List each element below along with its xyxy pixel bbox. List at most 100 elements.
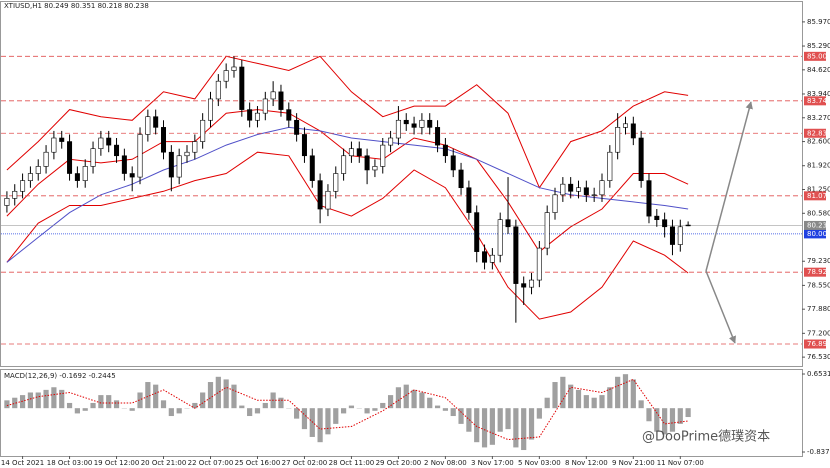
level-label-box (804, 229, 826, 239)
macd-bar (481, 408, 488, 448)
macd-bar (591, 397, 597, 409)
candle-body (200, 119, 206, 142)
candle-body (615, 127, 621, 153)
candle-body (223, 70, 229, 82)
macd-bar (442, 408, 448, 411)
macd-bar (90, 402, 96, 409)
candle-body (372, 166, 378, 171)
macd-bar (607, 387, 613, 409)
macd-bar (458, 408, 464, 424)
candle-body (317, 180, 323, 210)
candle-body (599, 180, 605, 196)
candle-body (646, 180, 652, 217)
chart-title: XTIUSD,H1 80.249 80.351 80.218 80.238 (4, 2, 149, 10)
candle-body (20, 180, 26, 192)
main-panel (0, 1, 803, 367)
y-tick-label: 81.250 (807, 186, 830, 194)
candle-body (638, 137, 644, 181)
macd-bar (66, 402, 73, 409)
x-tick-label: 3 Nov 17:00 (471, 459, 514, 467)
x-tick-label: 22 Oct 07:00 (188, 459, 234, 467)
macd-bar (387, 395, 394, 409)
y-tick-label: 76.530 (807, 353, 830, 361)
candle-body (552, 194, 558, 213)
candle-body (356, 148, 362, 157)
macd-bar (59, 389, 65, 409)
candle-body (4, 198, 10, 206)
candle-body (576, 187, 582, 192)
macd-bar (262, 402, 268, 409)
macd-bar (599, 395, 605, 409)
candle-body (497, 219, 503, 256)
macd-bar (685, 408, 691, 418)
candle-body (90, 148, 96, 167)
candle-body (466, 187, 472, 213)
macd-bar (278, 397, 284, 409)
x-tick-label: 20 Oct 21:00 (141, 459, 187, 467)
candle-body (630, 123, 636, 139)
candle-body (513, 226, 519, 284)
candle-body (654, 215, 660, 220)
y-tick-label: 80.580 (807, 209, 830, 217)
macd-bar (450, 408, 456, 417)
macd-bar (129, 408, 135, 411)
macd-bar (662, 408, 668, 435)
macd-bar (325, 408, 331, 435)
x-tick-label: 28 Oct 11:00 (329, 459, 375, 467)
macd-bar (364, 408, 370, 414)
level-label: 85.000 (807, 52, 830, 60)
macd-bar (43, 389, 49, 409)
candle-body (505, 219, 511, 228)
x-tick-label: 18 Oct 03:00 (47, 459, 93, 467)
macd-bar (12, 397, 18, 409)
x-tick-label: 9 Nov 21:00 (612, 459, 655, 467)
candle-body (153, 116, 159, 128)
macd-bar (137, 392, 143, 409)
macd-bar (411, 389, 417, 409)
candle-body (161, 127, 167, 153)
candle-body (192, 141, 198, 153)
macd-bar (521, 408, 527, 451)
level-label-box (804, 339, 826, 349)
macd-bar (427, 397, 433, 409)
candle-body (427, 119, 433, 128)
macd-bar (145, 382, 151, 409)
macd-bar (200, 392, 206, 409)
level-label: 83.747 (807, 97, 830, 105)
candle-body (278, 91, 284, 110)
y-tick-label: 79.230 (807, 257, 830, 265)
candle-body (474, 212, 480, 252)
macd-bar (583, 395, 589, 409)
level-label: 81.072 (807, 192, 830, 200)
projection-arrow (705, 101, 753, 272)
candle-body (677, 226, 683, 245)
candle-body (325, 190, 331, 210)
y-tick-label: 83.940 (807, 90, 830, 98)
candle-body (114, 144, 120, 157)
projection-arrow (705, 270, 736, 344)
x-tick-label: 11 Nov 07:00 (657, 459, 704, 467)
macd-bar (215, 376, 221, 409)
candle-body (309, 155, 315, 181)
macd-bar (341, 408, 347, 414)
candle-body (536, 247, 542, 281)
candle-body (529, 279, 535, 288)
candle-body (137, 134, 143, 178)
x-tick-label: 14 Oct 2021 (1, 459, 44, 467)
level-label-box (804, 191, 826, 201)
candle-body (607, 151, 613, 181)
macd-bar (489, 408, 495, 445)
candle-body (388, 137, 394, 146)
indicator-line (6, 378, 689, 441)
candle-body (207, 98, 213, 121)
candle-body (521, 283, 527, 288)
macd-bar (419, 392, 425, 409)
candle-body (82, 166, 88, 181)
candle-body (411, 123, 417, 128)
macd-bar (333, 408, 339, 424)
macd-bar (638, 400, 644, 409)
watermark: @DooPrime德璞资本 (642, 430, 770, 445)
candle-body (403, 119, 409, 125)
macd-bar (544, 397, 550, 409)
macd-bar (176, 408, 182, 414)
